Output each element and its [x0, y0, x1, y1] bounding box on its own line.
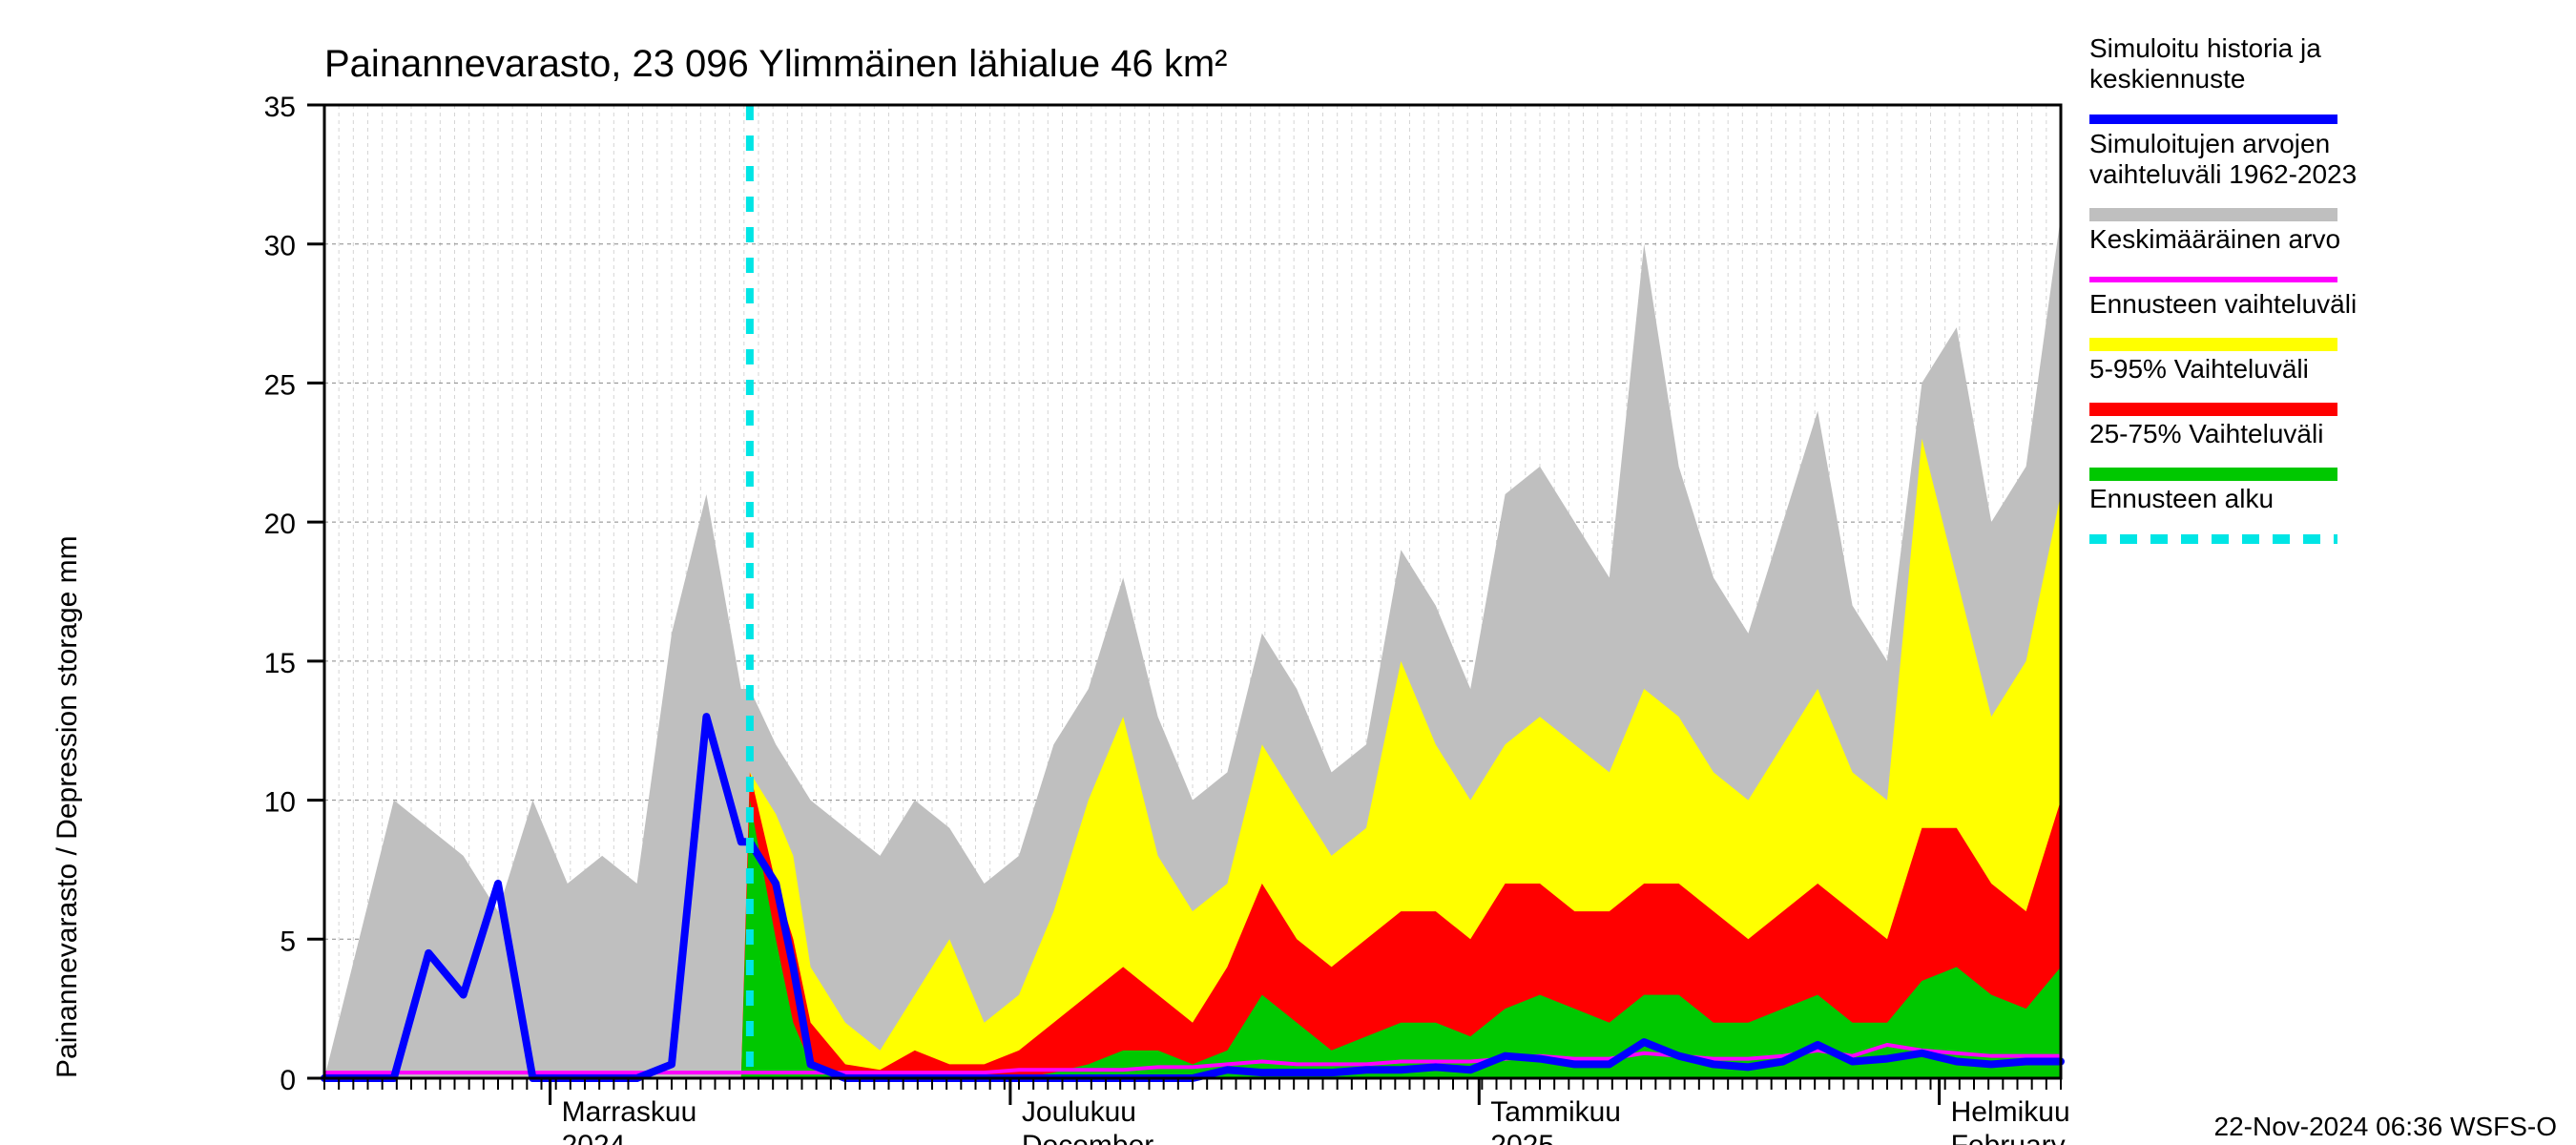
y-tick-label: 15: [264, 648, 296, 679]
x-month-label: Joulukuu: [1022, 1096, 1136, 1128]
legend-label: 25-75% Vaihteluväli: [2089, 419, 2323, 448]
legend-label: Ennusteen vaihteluväli: [2089, 289, 2357, 319]
x-year-label: 2025: [1490, 1130, 1554, 1145]
legend-swatch: [2089, 208, 2337, 221]
legend-label: Keskimääräinen arvo: [2089, 224, 2340, 254]
footer-timestamp: 22-Nov-2024 06:36 WSFS-O: [2214, 1112, 2558, 1141]
x-year-label: February: [1951, 1130, 2066, 1145]
legend-label: Simuloitu historia ja: [2089, 33, 2321, 63]
y-tick-label: 5: [280, 926, 296, 957]
x-year-label: December: [1022, 1130, 1153, 1145]
chart-title: Painannevarasto, 23 096 Ylimmäinen lähia…: [324, 43, 1228, 85]
y-tick-label: 25: [264, 369, 296, 401]
x-month-label: Marraskuu: [562, 1096, 697, 1128]
y-axis-label: Painannevarasto / Depression storage mm: [52, 535, 83, 1078]
legend-label: Simuloitujen arvojen: [2089, 129, 2330, 158]
chart-svg: 05101520253035 Marraskuu2024JoulukuuDece…: [0, 0, 2576, 1145]
chart-container: 05101520253035 Marraskuu2024JoulukuuDece…: [0, 0, 2576, 1145]
y-tick-label: 10: [264, 787, 296, 819]
legend: Simuloitu historia jakeskiennuste Simuloi…: [2089, 33, 2357, 539]
legend-label: keskiennuste: [2089, 64, 2245, 94]
y-tick-label: 0: [280, 1065, 296, 1096]
x-month-label: Helmikuu: [1951, 1096, 2070, 1128]
legend-label: vaihteluväli 1962-2023: [2089, 159, 2357, 189]
legend-swatch: [2089, 338, 2337, 351]
y-tick-labels: 0 5 10 15 20 25 30 35: [264, 92, 324, 1096]
y-tick-label: 20: [264, 509, 296, 540]
legend-label: Ennusteen alku: [2089, 484, 2274, 513]
x-month-label: Tammikuu: [1490, 1096, 1621, 1128]
y-tick-label: 30: [264, 231, 296, 262]
legend-swatch: [2089, 403, 2337, 416]
y-tick-label: 35: [264, 92, 296, 123]
legend-label: 5-95% Vaihteluväli: [2089, 354, 2309, 384]
x-tick-labels: Marraskuu 2024 Joulukuu December Tammikuu 202…: [324, 1078, 2070, 1145]
legend-swatch: [2089, 468, 2337, 481]
x-year-label: 2024: [562, 1130, 626, 1145]
